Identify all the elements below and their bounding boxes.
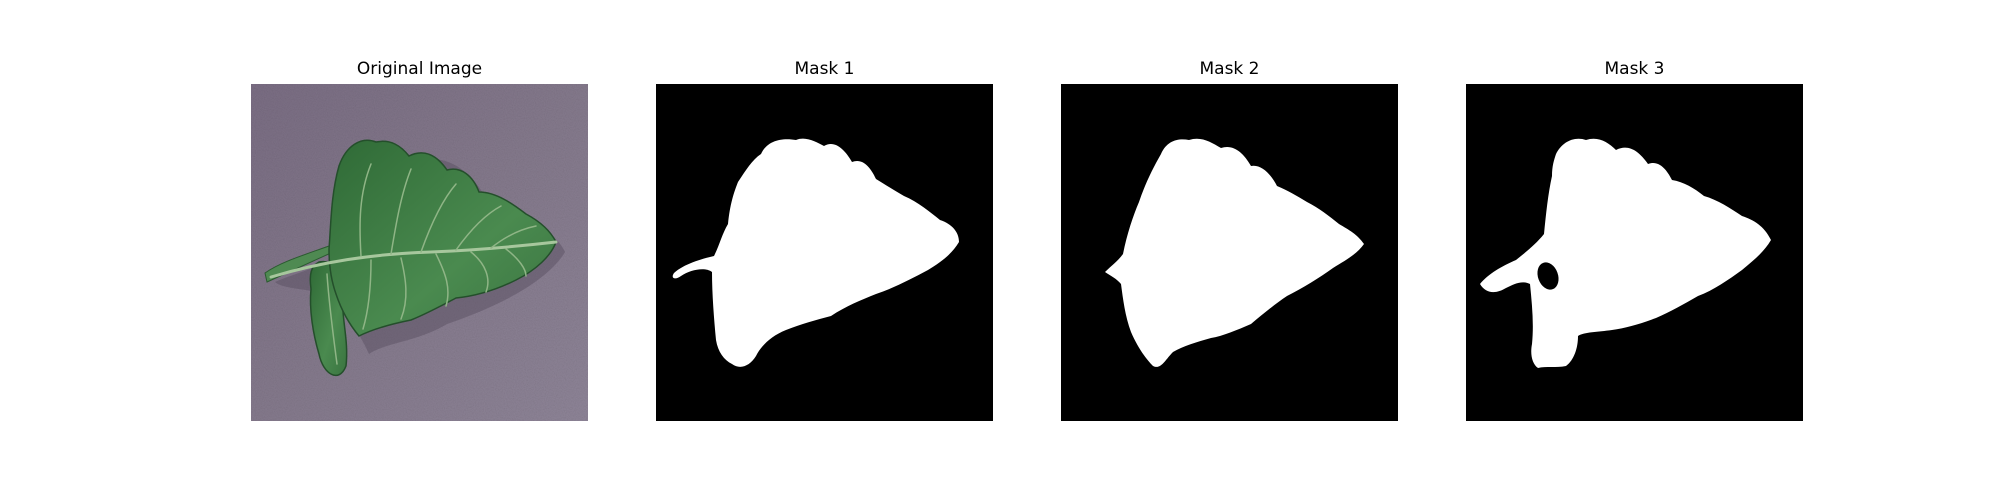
mask-3-panel: [1466, 84, 1803, 421]
mask-1-image: [656, 84, 993, 421]
mask-2-panel: [1061, 84, 1398, 421]
mask-2-image: [1061, 84, 1398, 421]
mask-1-title: Mask 1: [794, 59, 855, 79]
leaf-photo: [251, 84, 588, 421]
mask-3-title: Mask 3: [1604, 59, 1665, 79]
mask-1-panel: [656, 84, 993, 421]
original-image-panel: [251, 84, 588, 421]
original-image-title: Original Image: [356, 59, 483, 79]
mask-2-title: Mask 2: [1199, 59, 1260, 79]
mask-3-image: [1466, 84, 1803, 421]
